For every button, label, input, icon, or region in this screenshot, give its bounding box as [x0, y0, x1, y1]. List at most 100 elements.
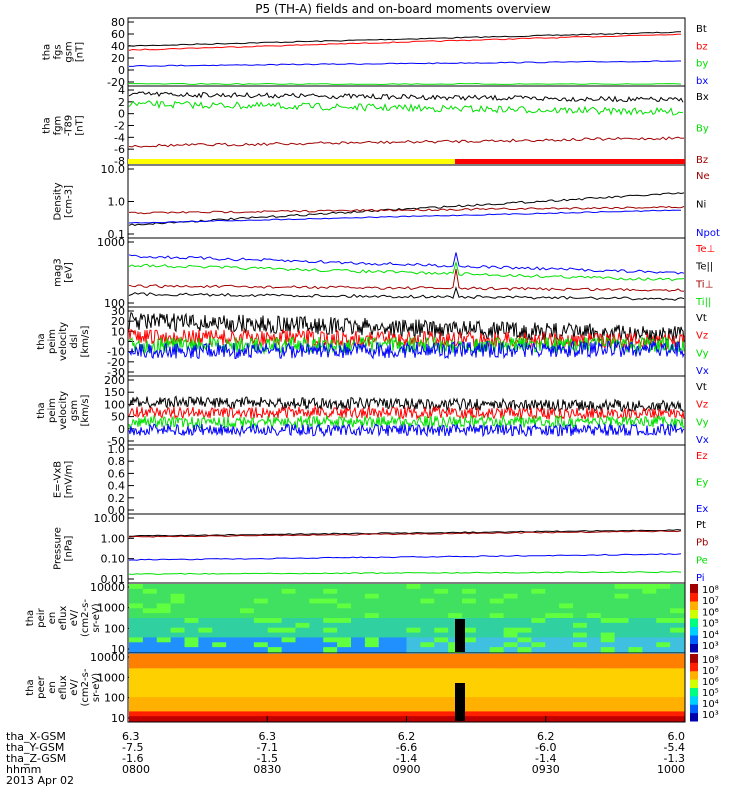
- heatmap-cell: [559, 593, 574, 600]
- heatmap-cell: [129, 584, 144, 590]
- heatmap-cell: [489, 697, 505, 703]
- heatmap-cell: [226, 673, 241, 679]
- heatmap-cell: [517, 658, 532, 665]
- heatmap-cell: [253, 654, 269, 660]
- heatmap-cell: [378, 697, 394, 703]
- heatmap-cell: [573, 711, 588, 717]
- heatmap-cell: [628, 613, 643, 619]
- heatmap-cell: [364, 706, 380, 713]
- y-tick-label: 10: [111, 325, 125, 338]
- heatmap-cell: [295, 637, 310, 643]
- heatmap-cell: [351, 613, 366, 619]
- y-tick-label: -10: [107, 346, 125, 359]
- heatmap-cell: [184, 682, 199, 689]
- heatmap-cell: [600, 673, 616, 679]
- y-axis-label: velocity: [58, 391, 69, 430]
- heatmap-cell: [559, 682, 574, 689]
- heatmap-cell: [253, 701, 269, 708]
- heatmap-cell: [267, 668, 283, 674]
- heatmap-cell: [156, 668, 172, 674]
- y-tick-label: 50: [111, 411, 125, 424]
- heatmap-cell: [489, 622, 505, 629]
- heatmap-cell: [240, 654, 255, 660]
- series-Vt: [128, 395, 685, 413]
- heatmap-cell: [406, 673, 421, 679]
- heatmap-cell: [517, 654, 532, 660]
- heatmap-cell: [212, 658, 227, 665]
- heatmap-cell: [503, 711, 519, 717]
- heatmap-cell: [517, 622, 532, 629]
- heatmap-cell: [281, 647, 297, 653]
- heatmap-cell: [212, 584, 227, 590]
- heatmap-cell: [545, 647, 560, 653]
- heatmap-cell: [670, 673, 685, 679]
- legend-Pt: Pt: [696, 520, 706, 531]
- heatmap-cell: [475, 637, 491, 643]
- heatmap-cell: [600, 603, 616, 609]
- heatmap-cell: [642, 677, 657, 684]
- heatmap-cell: [351, 711, 366, 717]
- legend-Vt: Vt: [696, 382, 707, 393]
- quality-bar-red: [455, 159, 685, 164]
- heatmap-cell: [240, 584, 255, 590]
- heatmap-cell: [378, 588, 394, 595]
- heatmap-cell: [142, 608, 158, 614]
- heatmap-cell: [281, 654, 297, 660]
- heatmap-cell: [253, 622, 269, 629]
- heatmap-cell: [267, 701, 283, 708]
- heatmap-cell: [198, 706, 213, 713]
- y-tick-label: 1.00: [101, 532, 126, 545]
- heatmap-cell: [364, 654, 380, 660]
- heatmap-cell: [434, 608, 449, 614]
- heatmap-cell: [559, 654, 574, 660]
- heatmap-cell: [309, 701, 324, 708]
- heatmap-cell: [364, 658, 380, 665]
- heatmap-cell: [628, 603, 643, 609]
- heatmap-cell: [184, 593, 199, 600]
- heatmap-cell: [434, 697, 449, 703]
- y-tick-label: -20: [107, 76, 125, 89]
- heatmap-cell: [586, 682, 602, 689]
- heatmap-cell: [462, 701, 477, 708]
- y-tick-label: 200: [104, 374, 125, 387]
- x-row-label: tha_Y-GSM: [6, 741, 64, 754]
- heatmap-cell: [503, 687, 519, 693]
- heatmap-cell: [253, 658, 269, 665]
- x-tick-label: -6.0: [535, 741, 556, 754]
- x-tick-label: -5.4: [664, 741, 685, 754]
- heatmap-cell: [253, 711, 269, 717]
- y-tick-label: 20: [111, 315, 125, 328]
- heatmap-cell: [670, 711, 685, 717]
- heatmap-cell: [503, 613, 519, 619]
- heatmap-cell: [434, 701, 449, 708]
- heatmap-cell: [129, 603, 144, 609]
- heatmap-cell: [600, 668, 616, 674]
- heatmap-cell: [531, 647, 546, 653]
- legend-Ez: Ez: [696, 451, 708, 462]
- heatmap-cell: [406, 706, 421, 713]
- heatmap-cell: [600, 588, 616, 595]
- heatmap-cell: [240, 627, 255, 634]
- heatmap-cell: [170, 711, 186, 717]
- heatmap-cell: [573, 588, 588, 595]
- heatmap-cell: [156, 598, 172, 605]
- y-tick-label: 0: [118, 64, 125, 77]
- heatmap-cell: [392, 637, 408, 643]
- heatmap-cell: [559, 642, 574, 648]
- heatmap-cell: [142, 642, 158, 648]
- legend-Bx: Bx: [696, 92, 709, 103]
- heatmap-cell: [656, 603, 671, 609]
- heatmap-cell: [614, 673, 630, 679]
- heatmap-cell: [573, 692, 588, 698]
- heatmap-cell: [489, 711, 505, 717]
- heatmap-cell: [281, 588, 297, 595]
- heatmap-cell: [517, 673, 532, 679]
- heatmap-cell: [614, 642, 630, 648]
- heatmap-cell: [253, 716, 269, 722]
- heatmap-cell: [323, 658, 338, 665]
- heatmap-cell: [406, 716, 421, 722]
- heatmap-cell: [281, 593, 297, 600]
- heatmap-cell: [198, 687, 213, 693]
- heatmap-cell: [364, 603, 380, 609]
- heatmap-cell: [337, 584, 352, 590]
